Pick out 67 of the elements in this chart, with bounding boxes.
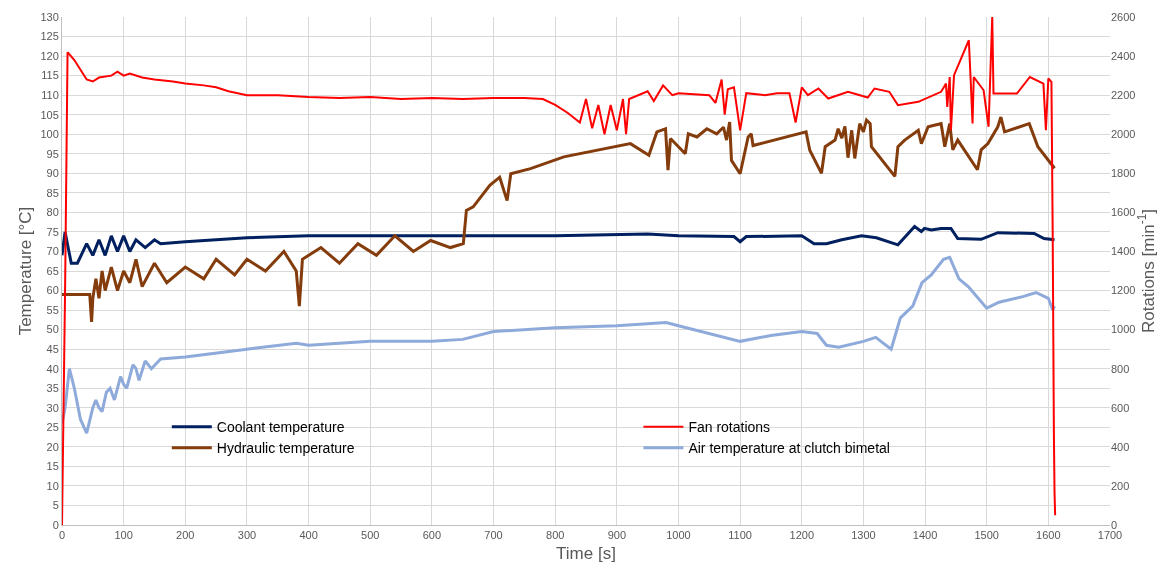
legend-label: Fan rotations [688, 419, 771, 436]
y-tick-label: 50 [46, 323, 59, 336]
y-tick-label: 0 [52, 518, 59, 531]
x-tick-label: 200 [176, 529, 195, 542]
y2-tick-label: 1800 [1111, 167, 1136, 180]
line-series [62, 255, 1057, 435]
y2-tick-label: 2200 [1111, 89, 1136, 101]
y2-tick-label: 2000 [1111, 128, 1136, 141]
y-tick-label: 20 [46, 440, 59, 453]
y-tick-label: 120 [40, 49, 59, 62]
y-tick-label: 110 [41, 89, 59, 101]
y2-tick-label: 2600 [1111, 10, 1136, 23]
x-tick-label: 1500 [974, 529, 999, 542]
y2-tick-label: 800 [1111, 362, 1130, 375]
y2-tick-label: 200 [1111, 479, 1130, 492]
x-tick-label: 300 [237, 529, 257, 542]
y-axis-title: Temperature [°C] [15, 206, 35, 336]
y-tick-label: 95 [46, 147, 59, 160]
x-tick-label: 900 [607, 529, 626, 542]
x-tick-label: 400 [299, 529, 318, 542]
y-tick-label: 125 [40, 30, 59, 43]
x-tick-label: 1400 [912, 529, 938, 542]
x-tick-label: 800 [546, 529, 565, 542]
x-tick-label: 700 [484, 529, 503, 542]
y-tick-label: 10 [46, 479, 59, 492]
y2-tick-label: 1200 [1111, 284, 1136, 297]
y-tick-label: 70 [46, 245, 59, 258]
legend-label: Coolant temperature [216, 419, 345, 436]
y2-tick-label: 1600 [1111, 206, 1136, 219]
x-tick-label: 100 [114, 529, 133, 542]
y-tick-label: 130 [40, 10, 59, 23]
x-tick-label: 600 [422, 529, 442, 542]
line-series [62, 115, 1057, 324]
x-tick-label: 1700 [1097, 529, 1123, 542]
x-axis-title: Time [s] [556, 543, 616, 563]
x-tick-label: 1200 [789, 529, 814, 542]
x-tick-label: 500 [361, 529, 380, 542]
y-tick-label: 65 [46, 264, 59, 277]
x-tick-label: 1300 [851, 529, 876, 542]
y-tick-label: 115 [41, 69, 59, 82]
y-tick-label: 60 [46, 284, 59, 297]
x-tick-label: 1000 [666, 529, 691, 542]
y2-tick-label: 1000 [1111, 323, 1136, 336]
y-tick-label: 85 [46, 186, 59, 199]
y-tick-label: 55 [46, 303, 59, 316]
y-tick-label: 25 [46, 421, 59, 434]
y2-tick-label: 400 [1111, 440, 1130, 453]
line-series [62, 224, 1057, 265]
y-tick-label: 5 [52, 499, 59, 512]
y2-tick-label: 600 [1111, 401, 1130, 414]
y-tick-label: 105 [40, 108, 59, 121]
y-tick-label: 35 [46, 382, 59, 395]
y2-tick-label: 1400 [1111, 245, 1136, 258]
x-tick-label: 1100 [728, 529, 752, 542]
y-tick-label: 80 [46, 206, 59, 219]
y-tick-label: 75 [46, 225, 59, 238]
y-tick-label: 15 [46, 460, 59, 473]
legend-label: Air temperature at clutch bimetal [688, 440, 890, 457]
x-tick-label: 1600 [1036, 529, 1061, 542]
y2-tick-label: 2400 [1111, 49, 1136, 62]
y-tick-label: 100 [40, 128, 59, 141]
y2-tick-label: 0 [1111, 518, 1118, 531]
legend-label: Hydraulic temperature [216, 440, 355, 457]
y-tick-label: 30 [46, 401, 59, 414]
y-tick-label: 45 [46, 343, 59, 355]
y-tick-label: 90 [46, 167, 59, 180]
y-tick-label: 40 [46, 362, 59, 375]
